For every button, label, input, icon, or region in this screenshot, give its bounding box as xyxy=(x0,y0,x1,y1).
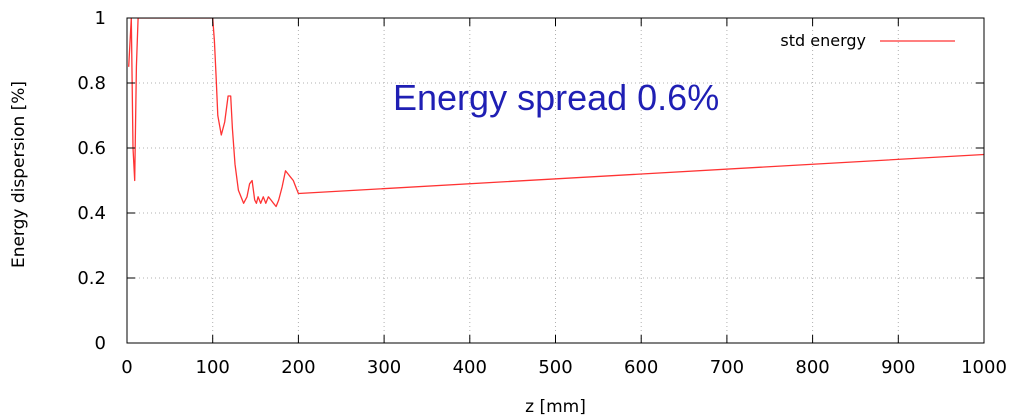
energy-spread-annotation: Energy spread 0.6% xyxy=(393,77,719,118)
y-tick-label: 0.6 xyxy=(77,138,106,159)
x-tick-label: 100 xyxy=(196,357,230,378)
x-tick-label: 1000 xyxy=(961,357,1007,378)
grid xyxy=(127,18,984,343)
legend-label: std energy xyxy=(780,31,866,50)
series-layer xyxy=(128,18,984,208)
legend: std energy xyxy=(780,31,955,50)
x-tick-label: 700 xyxy=(710,357,744,378)
y-axis-label: Energy dispersion [%] xyxy=(9,81,29,268)
x-tick-label: 200 xyxy=(281,357,315,378)
x-tick-label: 500 xyxy=(538,357,572,378)
y-tick-label: 0.2 xyxy=(77,268,106,289)
x-tick-label: 600 xyxy=(624,357,658,378)
x-tick-label: 0 xyxy=(121,357,132,378)
x-tick-label: 900 xyxy=(881,357,915,378)
x-axis-label: z [mm] xyxy=(525,397,586,417)
x-tick-label: 300 xyxy=(367,357,401,378)
y-tick-label: 0.8 xyxy=(77,73,106,94)
y-tick-label: 0.4 xyxy=(77,203,106,224)
x-tick-label: 800 xyxy=(795,357,829,378)
x-tick-labels: 0 100 200 300 400 500 600 700 800 900 1000 xyxy=(121,357,1007,378)
y-tick-labels: 0 0.2 0.4 0.6 0.8 1 xyxy=(77,8,106,354)
series-line xyxy=(128,18,984,208)
x-tick-label: 400 xyxy=(453,357,487,378)
y-tick-label: 1 xyxy=(95,8,106,29)
tick-marks xyxy=(126,17,985,344)
y-tick-label: 0 xyxy=(95,333,106,354)
